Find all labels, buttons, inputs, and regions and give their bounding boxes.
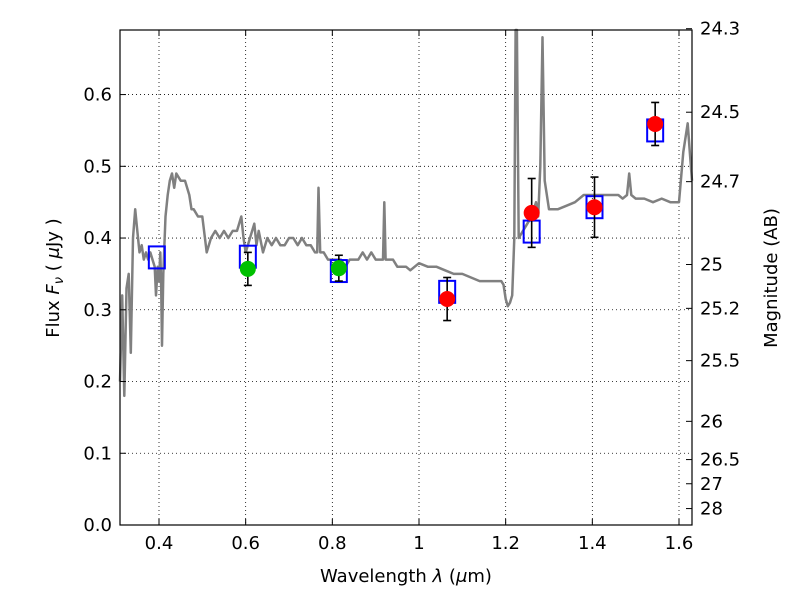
green-point — [239, 260, 256, 277]
right-tick-label: 24.7 — [700, 172, 740, 193]
right-tick-label: 27 — [700, 474, 723, 495]
right-axis-title: Magnitude (AB) — [761, 208, 782, 348]
right-tick-label: 26.5 — [700, 450, 740, 471]
right-tick-label: 25 — [700, 255, 723, 276]
model-spectrum — [118, 28, 694, 398]
x-axis-title: Wavelength λ (μm) — [320, 566, 492, 587]
observed-photometry — [239, 115, 664, 308]
axis-ticks: 0.4 0.6 0.8 1 1.2 1.4 1.6 0.0 0.1 0.2 0.3 0.4 0.5 0.6… — [83, 19, 740, 554]
spectrum-line — [118, 28, 694, 398]
y-tick-label: 0.6 — [83, 85, 112, 106]
red-point — [523, 204, 540, 221]
right-tick-label: 24.3 — [700, 19, 740, 40]
x-tick-label: 0.8 — [318, 533, 347, 554]
x-tick-label: 1 — [413, 533, 424, 554]
right-tick-label: 26 — [700, 411, 723, 432]
x-tick-label: 1.2 — [491, 533, 520, 554]
right-tick-label: 24.5 — [700, 102, 740, 123]
red-point — [647, 115, 664, 132]
y-tick-label: 0.4 — [83, 228, 112, 249]
red-point — [586, 199, 603, 216]
x-tick-label: 1.4 — [578, 533, 607, 554]
green-point — [330, 260, 347, 277]
y-tick-label: 0.3 — [83, 300, 112, 321]
model-box — [147, 245, 166, 270]
x-tick-label: 0.6 — [231, 533, 260, 554]
y-axis-title: Flux Fν ( μJy ) — [43, 218, 67, 337]
y-tick-label: 0.1 — [83, 443, 112, 464]
y-tick-label: 0.2 — [83, 372, 112, 393]
right-tick-label: 28 — [700, 499, 723, 520]
y-tick-label: 0.0 — [83, 515, 112, 536]
red-point — [439, 291, 456, 308]
right-tick-label: 25.5 — [700, 351, 740, 372]
model-photometry — [147, 118, 665, 304]
plot-frame — [119, 29, 693, 526]
x-tick-label: 1.6 — [665, 533, 694, 554]
y-tick-label: 0.5 — [83, 156, 112, 177]
right-tick-label: 25.2 — [700, 298, 740, 319]
grid — [120, 30, 692, 525]
x-tick-label: 0.4 — [145, 533, 174, 554]
